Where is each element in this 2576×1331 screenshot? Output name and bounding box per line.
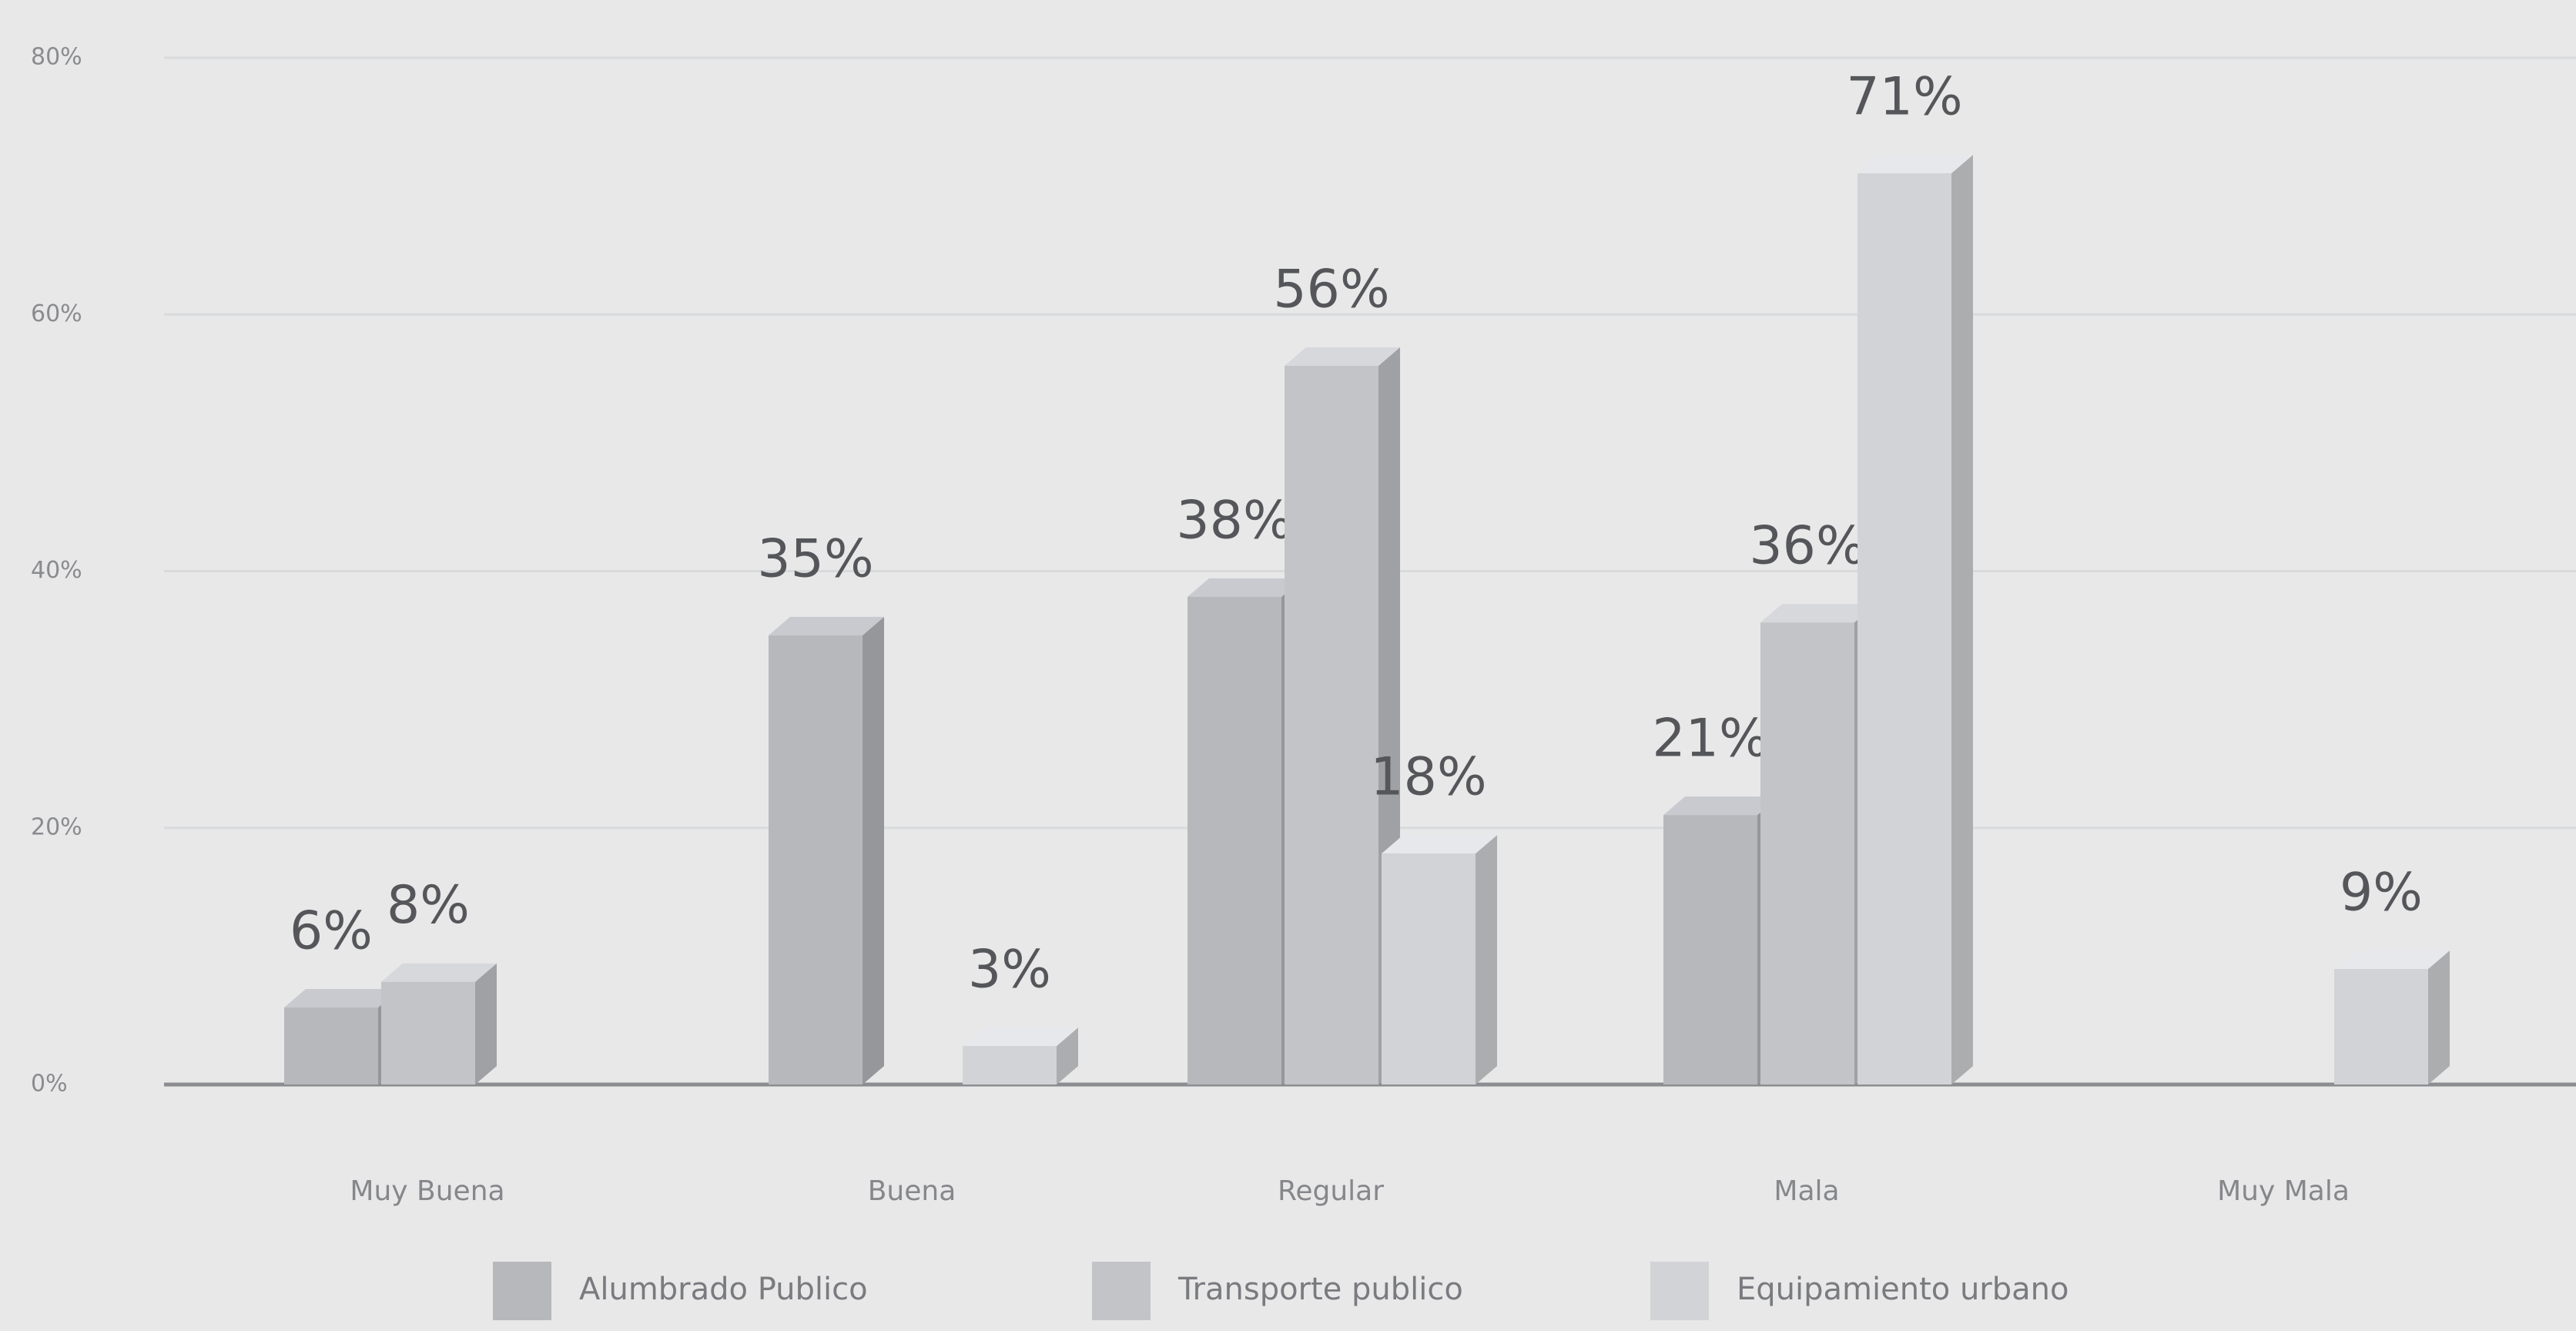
- bar: [1857, 173, 1951, 1085]
- legend-label: Equipamiento urbano: [1737, 1272, 2069, 1307]
- bar-top: [1382, 835, 1497, 854]
- value-label: 35%: [757, 528, 873, 589]
- value-label: 18%: [1370, 747, 1486, 808]
- y-tick-label: 20%: [31, 813, 82, 840]
- y-tick-label: 0%: [31, 1071, 68, 1098]
- x-tick-label: Mala: [1774, 1175, 1839, 1207]
- bar-side: [1057, 1028, 1078, 1085]
- x-tick-label: Buena: [868, 1175, 956, 1207]
- bar-top: [381, 963, 497, 982]
- value-label: 9%: [2340, 863, 2423, 924]
- legend-swatch: [1092, 1262, 1151, 1320]
- bar: [963, 1046, 1057, 1085]
- bar-top: [1857, 154, 1973, 173]
- value-label: 21%: [1652, 709, 1768, 769]
- bar: [769, 635, 863, 1085]
- value-label: 56%: [1273, 259, 1389, 320]
- bar-top: [1188, 578, 1303, 597]
- bar: [381, 981, 475, 1085]
- legend-label: Alumbrado Publico: [579, 1272, 868, 1307]
- bar-top: [284, 989, 400, 1008]
- bar-top: [769, 616, 884, 635]
- bar-top: [1285, 347, 1400, 366]
- value-label: 6%: [290, 901, 373, 962]
- value-label: 71%: [1846, 67, 1962, 128]
- legend-label: Transporte publico: [1177, 1272, 1463, 1307]
- bar-top: [963, 1028, 1078, 1047]
- bar: [1188, 596, 1281, 1085]
- x-tick-label: Muy Mala: [2217, 1175, 2350, 1207]
- bar: [1285, 365, 1378, 1085]
- legend-swatch: [493, 1262, 551, 1320]
- legend-swatch: [1650, 1262, 1709, 1320]
- bar-side: [863, 616, 884, 1085]
- value-label: 8%: [387, 875, 470, 936]
- y-tick-label: 60%: [31, 300, 82, 327]
- bar-side: [1476, 835, 1497, 1085]
- bar: [1382, 853, 1476, 1085]
- y-tick-label: 40%: [31, 557, 82, 584]
- x-tick-label: Regular: [1278, 1175, 1384, 1207]
- value-label: 3%: [968, 940, 1051, 1001]
- bar: [1760, 622, 1854, 1085]
- bar-side: [1951, 154, 1973, 1085]
- bar-side: [475, 963, 497, 1085]
- x-tick-label: Muy Buena: [350, 1175, 504, 1207]
- bar: [2334, 969, 2428, 1085]
- bar: [1663, 815, 1757, 1085]
- bar-top: [1760, 604, 1876, 623]
- y-tick-label: 80%: [31, 44, 82, 71]
- bar-top: [2334, 950, 2450, 970]
- value-label: 38%: [1176, 490, 1292, 551]
- bar-side: [2428, 950, 2450, 1085]
- value-label: 36%: [1749, 516, 1865, 577]
- bar: [284, 1007, 378, 1085]
- bar-top: [1663, 796, 1779, 816]
